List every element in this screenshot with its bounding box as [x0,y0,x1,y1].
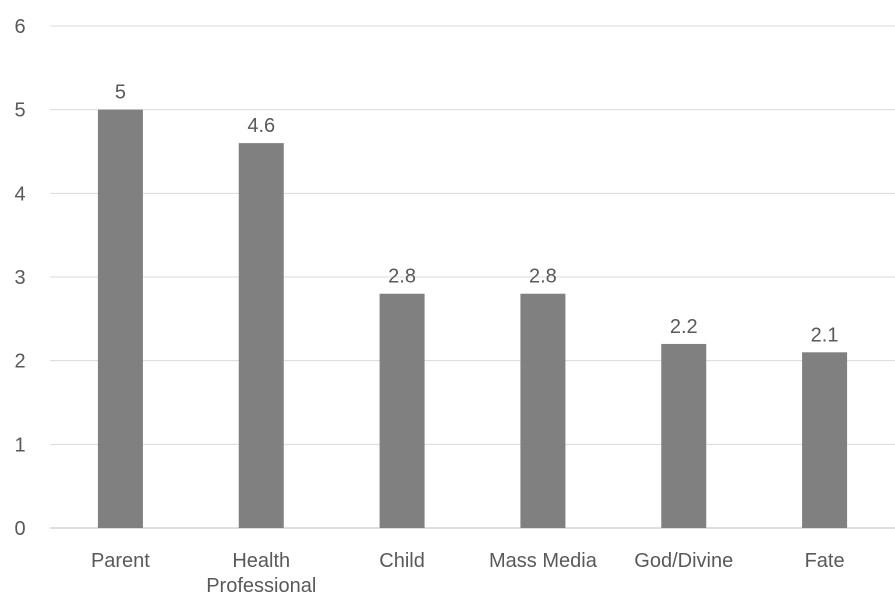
y-tick-label: 2 [14,351,25,373]
bar [661,343,707,528]
y-tick-label: 6 [14,16,25,38]
bar [802,352,848,528]
x-category-label-line: Fate [805,550,845,572]
x-category-label: God/Divine [634,550,733,572]
x-category-label-line: Mass Media [489,550,598,572]
data-label: 2.1 [811,324,839,346]
data-label: 2.8 [529,266,557,288]
gridlines [50,25,895,529]
y-tick-label: 0 [14,518,25,540]
x-category-label: Health Professional [206,550,316,597]
data-label: 2.8 [388,266,416,288]
y-tick-label: 3 [14,267,25,289]
y-tick-label: 5 [14,100,25,122]
bar [238,143,284,528]
y-axis-ticks: 0 1 2 3 4 5 6 [14,16,25,540]
y-tick-label: 1 [14,434,25,456]
x-category-label-line: God/Divine [634,550,733,572]
data-labels: 5 4.6 2.8 2.8 2.2 2.1 [115,82,839,347]
x-axis-labels: Parent Health Professional Child Mass Media G… [91,550,845,597]
x-category-label: Child [379,550,425,572]
x-category-label: Parent [91,550,150,572]
bar [97,109,143,529]
bar [520,293,566,528]
bar [379,293,425,528]
bars [97,109,848,529]
x-category-label: Mass Media [489,550,598,572]
data-label: 2.2 [670,316,698,338]
y-tick-label: 4 [14,183,25,205]
data-label: 5 [115,82,126,104]
x-category-label-line: Professional [206,575,316,597]
x-category-label-line: Child [379,550,425,572]
x-category-label-line: Health [232,550,290,572]
x-category-label-line: Parent [91,550,150,572]
data-label: 4.6 [247,115,275,137]
x-category-label: Fate [805,550,845,572]
